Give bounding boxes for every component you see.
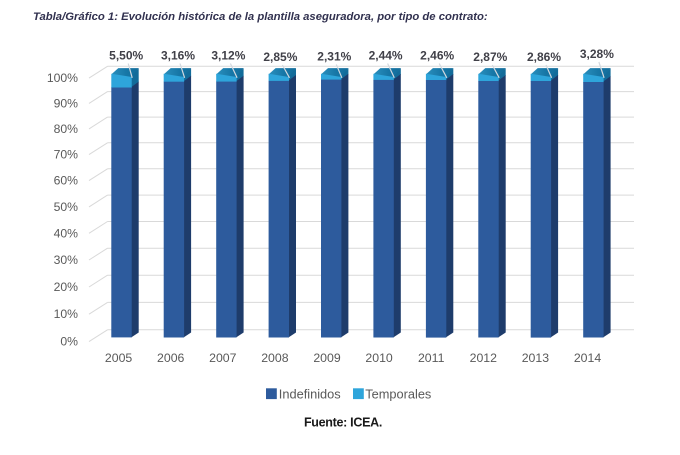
svg-text:2008: 2008 (261, 351, 289, 365)
svg-text:100%: 100% (47, 71, 78, 85)
svg-text:80%: 80% (54, 122, 79, 136)
svg-text:2010: 2010 (365, 351, 393, 365)
svg-text:2006: 2006 (157, 351, 185, 365)
svg-text:0%: 0% (60, 335, 78, 349)
svg-text:2013: 2013 (522, 351, 550, 365)
svg-text:70%: 70% (54, 148, 79, 162)
svg-text:2,44%: 2,44% (369, 49, 403, 63)
svg-text:90%: 90% (54, 96, 79, 110)
svg-text:40%: 40% (54, 226, 79, 240)
svg-text:50%: 50% (54, 200, 79, 214)
svg-text:Fuente: ICEA.: Fuente: ICEA. (304, 416, 382, 430)
svg-text:20%: 20% (54, 280, 79, 294)
svg-text:2012: 2012 (470, 351, 498, 365)
svg-text:10%: 10% (54, 307, 79, 321)
svg-text:2005: 2005 (105, 351, 133, 365)
svg-text:3,12%: 3,12% (211, 49, 245, 63)
svg-text:2,87%: 2,87% (473, 50, 507, 64)
svg-text:30%: 30% (54, 253, 79, 267)
svg-text:2011: 2011 (418, 351, 445, 365)
svg-text:3,28%: 3,28% (580, 47, 614, 61)
svg-text:Indefinidos: Indefinidos (279, 387, 341, 402)
svg-text:2014: 2014 (574, 351, 602, 365)
svg-text:2,46%: 2,46% (420, 49, 454, 63)
svg-text:5,50%: 5,50% (109, 49, 143, 63)
svg-text:60%: 60% (54, 174, 79, 188)
svg-text:Tabla/Gráfico 1: Evolución his: Tabla/Gráfico 1: Evolución histórica de … (33, 11, 488, 23)
svg-text:2,31%: 2,31% (317, 50, 351, 64)
svg-text:2007: 2007 (209, 351, 237, 365)
svg-text:2,86%: 2,86% (527, 50, 561, 64)
svg-text:3,16%: 3,16% (161, 49, 195, 63)
svg-text:Temporales: Temporales (365, 387, 431, 402)
svg-text:2,85%: 2,85% (263, 50, 297, 64)
svg-text:2009: 2009 (313, 351, 341, 365)
